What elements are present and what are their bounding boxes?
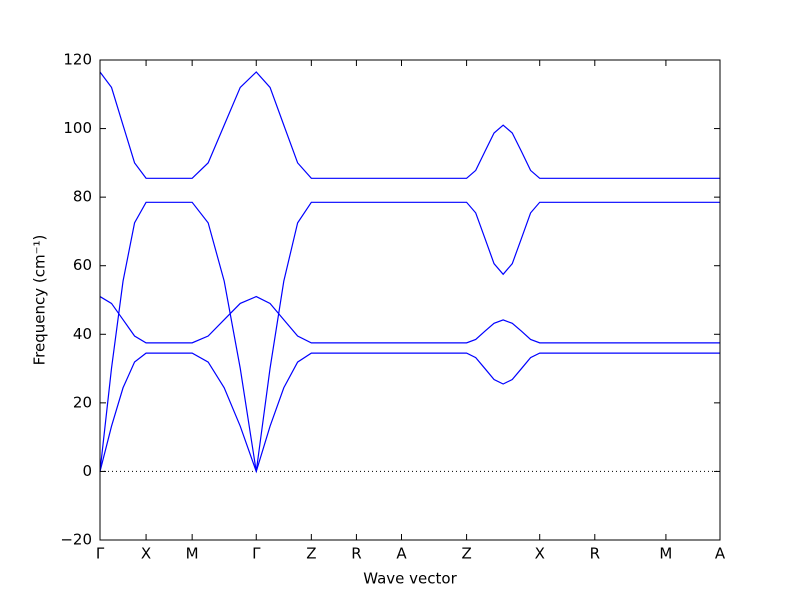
x-tick-label: R [351,545,361,563]
x-tick-label: A [715,545,726,563]
plot-frame [99,59,721,541]
band-line [99,71,720,179]
y-tick-label: 80 [73,188,92,206]
x-tick-label: A [396,545,407,563]
x-tick-label: Z [306,545,316,563]
x-tick-label: X [141,545,151,563]
y-tick-label: 60 [73,256,92,274]
band-line [99,295,720,344]
x-tick-label: M [659,545,672,563]
y-tick-label: 0 [82,462,92,480]
x-tick-label: Γ [96,545,105,563]
y-tick-label: 100 [63,119,92,137]
y-tick-label: 120 [63,51,92,69]
x-axis-label: Wave vector [363,570,457,588]
x-tick-label: Z [461,545,471,563]
y-tick-label: 20 [73,393,92,411]
band-line [99,352,720,474]
y-tick-label: −20 [60,531,92,549]
y-tick-label: 40 [73,325,92,343]
x-tick-label: M [186,545,199,563]
band-line [99,201,720,472]
x-tick-label: X [535,545,545,563]
x-tick-label: R [590,545,600,563]
x-tick-label: Γ [252,545,261,563]
y-axis-label: Frequency (cm⁻¹) [31,235,49,366]
